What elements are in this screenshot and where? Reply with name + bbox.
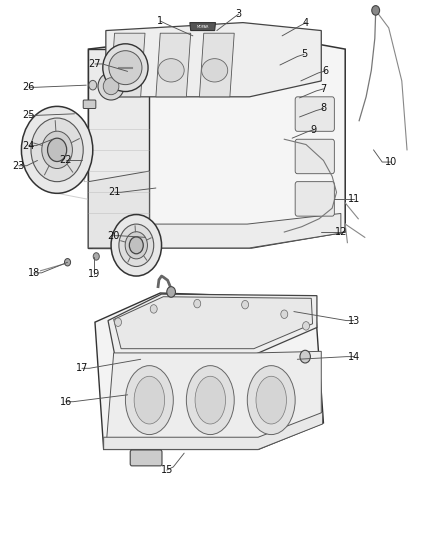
Ellipse shape [201,59,228,82]
Polygon shape [93,214,341,248]
Ellipse shape [109,51,142,85]
Text: MOPAR: MOPAR [196,25,209,29]
Text: 18: 18 [28,268,40,278]
Text: 15: 15 [161,465,173,475]
Circle shape [42,131,72,168]
Polygon shape [106,351,321,449]
Text: 23: 23 [13,161,25,171]
Polygon shape [156,33,191,97]
Text: 19: 19 [88,270,100,279]
FancyBboxPatch shape [295,139,334,174]
Circle shape [300,350,311,363]
Text: 11: 11 [348,193,360,204]
Ellipse shape [158,59,184,82]
Circle shape [150,305,157,313]
Circle shape [281,310,288,318]
Circle shape [21,107,93,193]
FancyBboxPatch shape [295,97,334,131]
Text: 10: 10 [385,157,397,167]
Text: 6: 6 [322,66,328,76]
Text: 14: 14 [348,352,360,361]
Circle shape [129,237,143,254]
Text: 21: 21 [108,187,121,197]
Circle shape [194,300,201,308]
Circle shape [111,215,162,276]
Text: 17: 17 [76,364,88,373]
Text: 12: 12 [335,227,347,237]
Text: 24: 24 [23,141,35,151]
Text: 3: 3 [236,9,242,19]
Text: 27: 27 [89,59,101,69]
Circle shape [167,287,176,297]
Polygon shape [108,294,317,354]
FancyBboxPatch shape [130,450,162,466]
Text: 20: 20 [107,231,120,241]
Text: 25: 25 [23,110,35,120]
Circle shape [31,118,83,182]
Circle shape [47,138,67,161]
Circle shape [93,253,99,260]
Circle shape [64,259,71,266]
Ellipse shape [103,78,119,95]
Ellipse shape [113,59,138,82]
Polygon shape [114,297,313,349]
Text: 5: 5 [301,50,307,59]
Polygon shape [88,30,345,248]
Circle shape [115,318,121,326]
Circle shape [242,301,249,309]
Polygon shape [110,33,145,97]
Polygon shape [106,22,321,97]
Circle shape [125,232,148,259]
Text: 16: 16 [60,397,72,407]
Ellipse shape [103,44,148,92]
FancyBboxPatch shape [83,100,96,109]
Ellipse shape [134,376,165,424]
Polygon shape [88,49,149,248]
Circle shape [89,80,97,90]
Text: 9: 9 [311,125,317,135]
Polygon shape [104,413,322,449]
Text: 7: 7 [320,84,327,94]
Polygon shape [190,22,215,30]
Text: 4: 4 [303,18,309,28]
Polygon shape [95,293,323,449]
FancyBboxPatch shape [295,182,334,216]
Text: 26: 26 [23,82,35,92]
Text: 13: 13 [348,316,360,326]
Ellipse shape [195,376,226,424]
Polygon shape [88,171,149,248]
Text: 8: 8 [320,103,326,114]
Ellipse shape [256,376,286,424]
Ellipse shape [186,366,234,434]
Circle shape [119,224,154,266]
Text: 22: 22 [60,156,72,165]
Circle shape [303,321,310,330]
Ellipse shape [125,366,173,434]
Text: 1: 1 [157,16,163,26]
Circle shape [372,6,380,15]
Polygon shape [199,33,234,97]
Ellipse shape [247,366,295,434]
Ellipse shape [98,72,124,100]
